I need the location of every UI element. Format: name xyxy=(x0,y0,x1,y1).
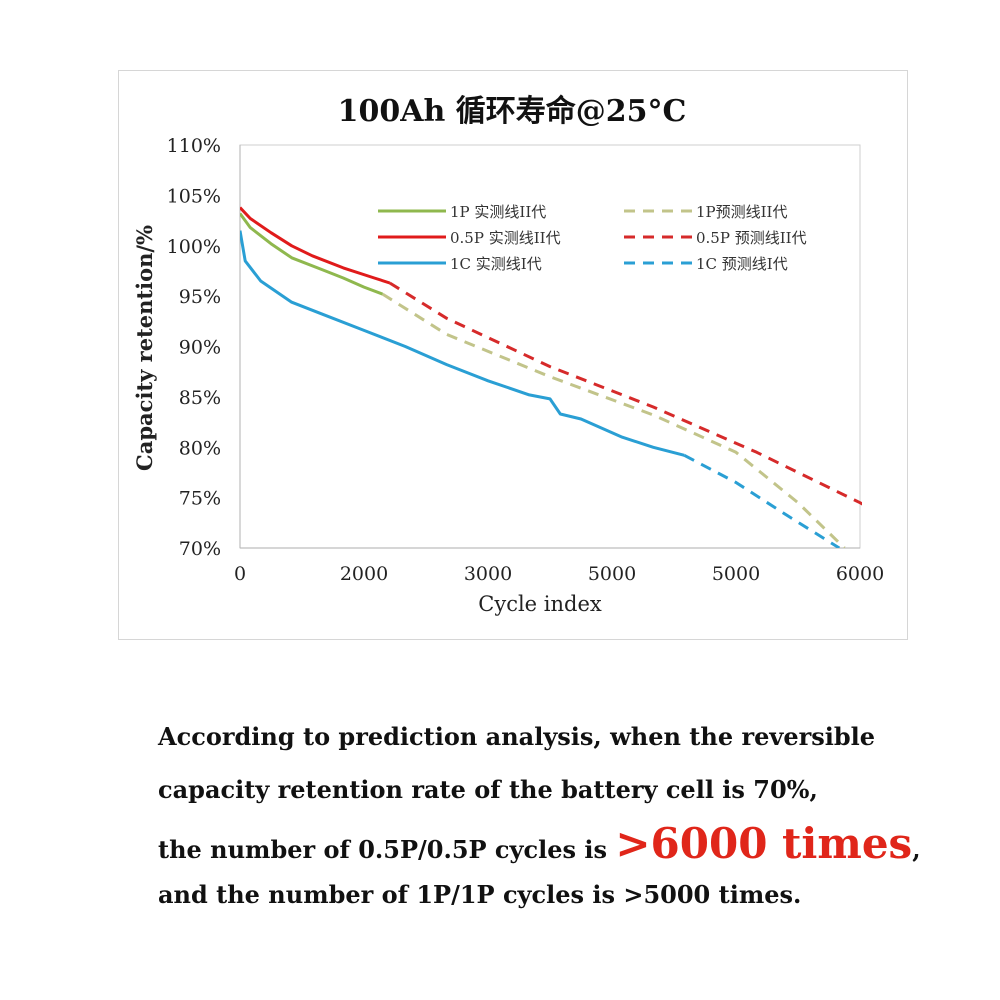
caption-line-2: capacity retention rate of the battery c… xyxy=(158,775,818,804)
caption-line-1: According to prediction analysis, when t… xyxy=(158,722,876,751)
legend-label: 0.5P 预测线II代 xyxy=(696,229,807,247)
highlight-6000-times: >6000 times xyxy=(615,819,913,868)
series-line-2 xyxy=(240,206,391,285)
legend-label: 1C 预测线I代 xyxy=(696,255,788,273)
legend-label: 1C 实测线I代 xyxy=(450,255,542,273)
series-line-1 xyxy=(240,212,384,296)
chart-title: 100Ah 循环寿命@25°C xyxy=(338,94,687,129)
capacity-retention-chart: 100Ah 循环寿命@25°C Capacity retention/% Cyc… xyxy=(132,94,884,616)
y-tick-label: 80% xyxy=(179,437,221,459)
y-axis-label: Capacity retention/% xyxy=(132,225,157,471)
y-tick-label: 85% xyxy=(179,387,221,409)
caption-line-4: and the number of 1P/1P cycles is >5000 … xyxy=(158,880,802,909)
x-tick-label: 2000 xyxy=(340,563,388,585)
x-tick-label: 5000 xyxy=(588,563,636,585)
y-tick-label: 75% xyxy=(179,488,221,510)
y-tick-label: 110% xyxy=(167,135,221,157)
y-tick-label: 70% xyxy=(179,538,221,560)
x-tick-label: 6000 xyxy=(836,563,884,585)
series-line-4 xyxy=(381,292,846,548)
caption-line-3-text: the number of 0.5P/0.5P cycles is xyxy=(158,835,616,864)
caption-line-3: the number of 0.5P/0.5P cycles is >6000 … xyxy=(158,819,938,868)
series-line-3 xyxy=(240,230,685,457)
y-tick-label: 95% xyxy=(179,286,221,308)
caption-line-3-comma: , xyxy=(912,835,921,864)
series-line-6 xyxy=(683,453,841,548)
legend-label: 1P预测线II代 xyxy=(696,203,788,221)
y-tick-label: 105% xyxy=(167,185,221,207)
y-tick-label: 90% xyxy=(179,337,221,359)
x-axis-label: Cycle index xyxy=(478,592,602,616)
x-tick-label: 5000 xyxy=(712,563,760,585)
y-tick-label: 100% xyxy=(167,236,221,258)
x-tick-label: 0 xyxy=(234,563,246,585)
chart-panel xyxy=(118,70,908,640)
series-line-5 xyxy=(389,281,862,506)
x-tick-label: 3000 xyxy=(464,563,512,585)
legend-label: 1P 实测线II代 xyxy=(450,203,546,221)
legend-label: 0.5P 实测线II代 xyxy=(450,229,561,247)
